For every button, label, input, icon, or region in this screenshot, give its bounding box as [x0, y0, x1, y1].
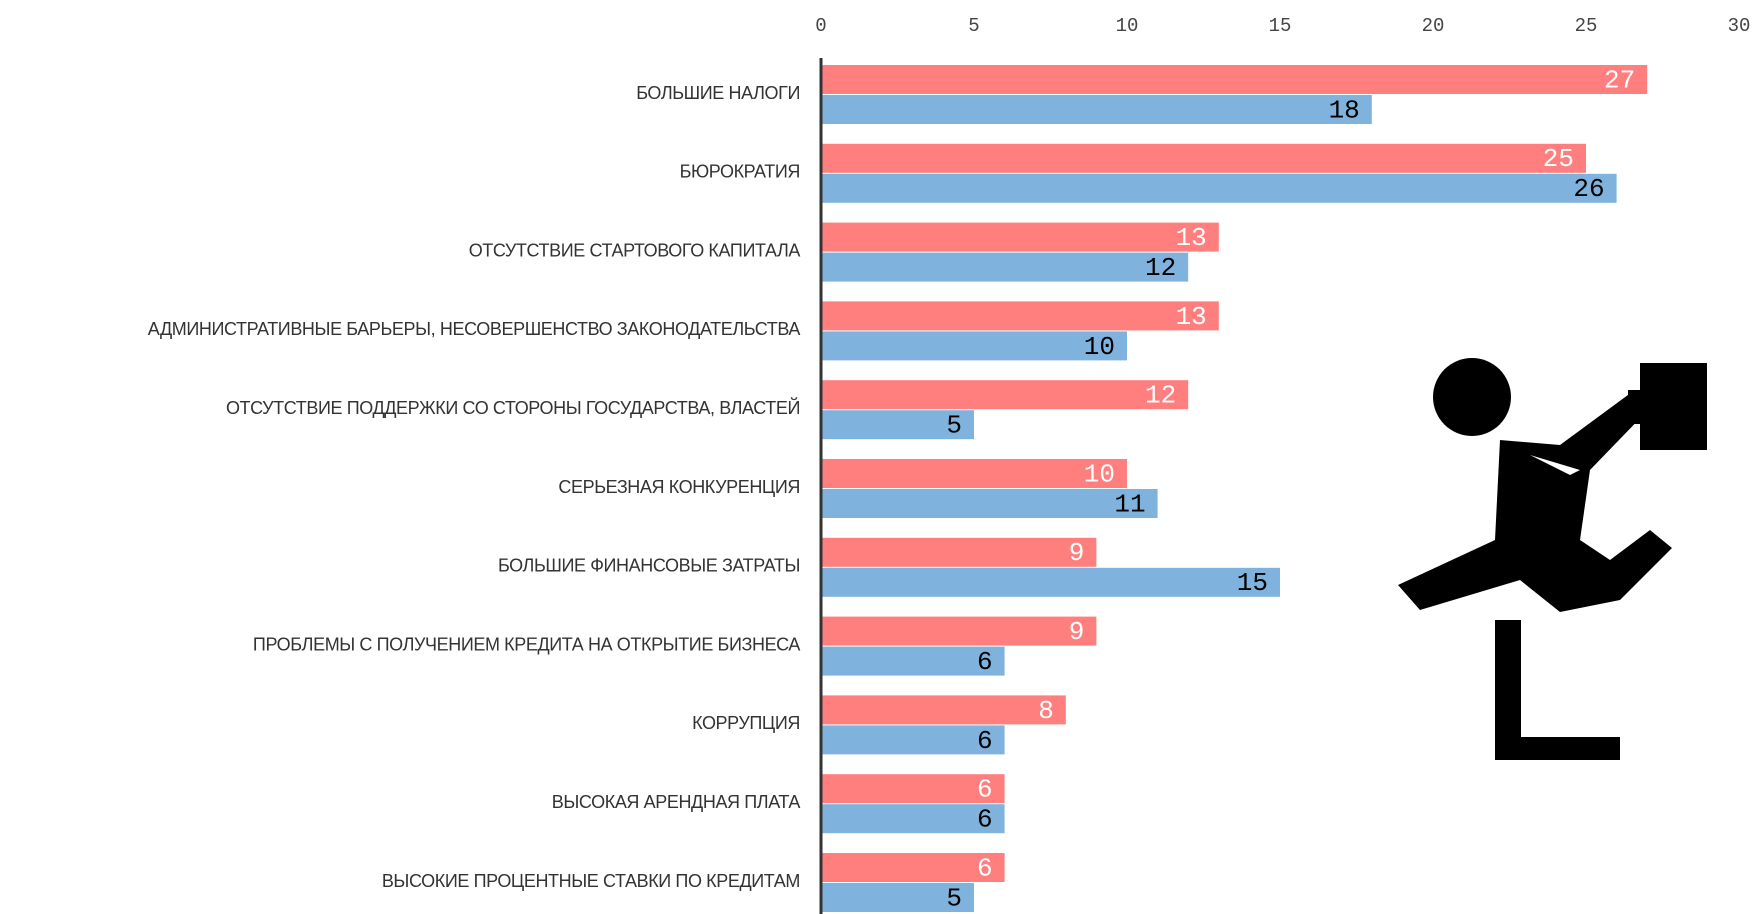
- value-label: 6: [977, 726, 993, 756]
- value-label: 6: [977, 647, 993, 677]
- x-tick-label: 30: [1728, 15, 1751, 37]
- bar: [821, 65, 1647, 94]
- bar: [821, 489, 1158, 518]
- x-tick-label: 20: [1422, 15, 1445, 37]
- value-label: 9: [1069, 538, 1085, 568]
- value-label: 9: [1069, 617, 1085, 647]
- bar: [821, 174, 1617, 203]
- category-label: КОРРУПЦИЯ: [692, 713, 800, 733]
- category-label: БЮРОКРАТИЯ: [680, 162, 800, 182]
- businessman-icon: [1398, 358, 1707, 760]
- value-label: 12: [1145, 381, 1176, 411]
- bar: [821, 144, 1586, 173]
- category-label: ОТСУТСТВИЕ СТАРТОВОГО КАПИТАЛА: [469, 240, 801, 260]
- x-tick-label: 0: [815, 15, 826, 37]
- bar: [821, 253, 1188, 282]
- value-label: 13: [1176, 223, 1207, 253]
- value-label: 10: [1084, 459, 1115, 489]
- value-label: 8: [1038, 696, 1054, 726]
- value-label: 12: [1145, 253, 1176, 283]
- bar: [821, 459, 1127, 488]
- category-label: ОТСУТСТВИЕ ПОДДЕРЖКИ СО СТОРОНЫ ГОСУДАРС…: [226, 397, 800, 418]
- bar: [821, 617, 1096, 646]
- value-label: 26: [1573, 174, 1604, 204]
- value-label: 13: [1176, 302, 1207, 332]
- bar: [821, 695, 1066, 724]
- category-label: АДМИНИСТРАТИВНЫЕ БАРЬЕРЫ, НЕСОВЕРШЕНСТВО…: [148, 319, 801, 339]
- bar: [821, 538, 1096, 567]
- value-label: 15: [1237, 568, 1268, 598]
- x-tick-label: 5: [968, 15, 979, 37]
- value-label: 5: [946, 883, 962, 913]
- bar: [821, 95, 1372, 124]
- value-label: 6: [977, 805, 993, 835]
- x-tick-label: 10: [1116, 15, 1139, 37]
- value-label: 6: [977, 853, 993, 883]
- category-label: БОЛЬШИЕ ФИНАНСОВЫЕ ЗАТРАТЫ: [498, 556, 800, 576]
- x-tick-label: 15: [1269, 15, 1292, 37]
- value-label: 6: [977, 775, 993, 805]
- value-label: 5: [946, 411, 962, 441]
- chart: 0 5 10 15 20 25 30 БОЛЬШИЕ НАЛОГИ 27 18 БЮРОКРАТИЯ…: [0, 0, 1752, 914]
- value-label: 11: [1114, 489, 1145, 519]
- bar: [821, 568, 1280, 597]
- bar: [821, 380, 1188, 409]
- bar: [821, 301, 1219, 330]
- x-tick-label: 25: [1575, 15, 1598, 37]
- category-label: ВЫСОКАЯ АРЕНДНАЯ ПЛАТА: [552, 792, 801, 812]
- category-label: СЕРЬЕЗНАЯ КОНКУРЕНЦИЯ: [558, 477, 800, 497]
- value-label: 27: [1604, 65, 1635, 95]
- category-label: ПРОБЛЕМЫ С ПОЛУЧЕНИЕМ КРЕДИТА НА ОТКРЫТИ…: [253, 634, 800, 654]
- category-label: ВЫСОКИЕ ПРОЦЕНТНЫЕ СТАВКИ ПО КРЕДИТАМ: [382, 871, 800, 891]
- bar: [821, 223, 1219, 252]
- value-label: 18: [1329, 95, 1360, 125]
- category-label: БОЛЬШИЕ НАЛОГИ: [636, 83, 800, 103]
- value-label: 25: [1543, 144, 1574, 174]
- value-label: 10: [1084, 332, 1115, 362]
- bar: [821, 331, 1127, 360]
